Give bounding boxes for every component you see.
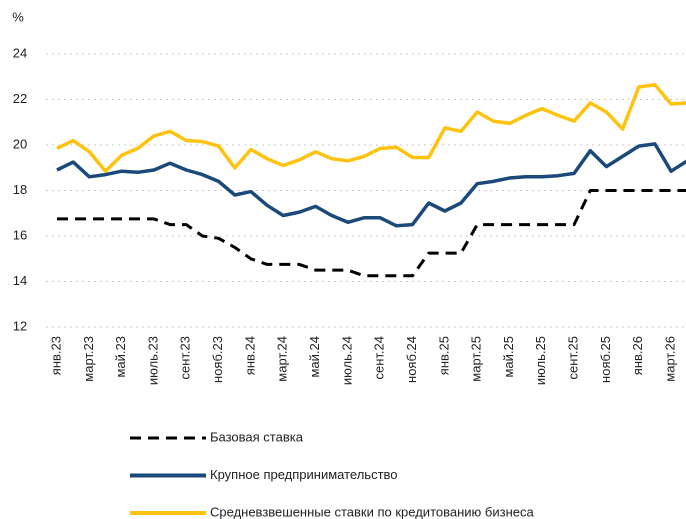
- y-tick-label: 20: [13, 136, 27, 151]
- x-tick-label: июль.25: [533, 336, 548, 385]
- x-tick-label: сент.24: [372, 336, 387, 380]
- x-tick-label: май.24: [307, 336, 322, 378]
- x-tick-label: нояб.25: [598, 336, 613, 383]
- x-tick-label: март.23: [81, 336, 96, 382]
- y-tick-label: 12: [13, 318, 27, 333]
- x-tick-label: март.24: [275, 336, 290, 382]
- legend-label: Крупное предпринимательство: [210, 467, 398, 482]
- x-tick-label: май.23: [113, 336, 128, 378]
- y-tick-label: 18: [13, 182, 27, 197]
- x-tick-label: сент.23: [178, 336, 193, 380]
- y-tick-label: 14: [13, 273, 27, 288]
- y-tick-label: 24: [13, 45, 27, 60]
- y-tick-label: 16: [13, 227, 27, 242]
- x-tick-label: март.25: [469, 336, 484, 382]
- x-tick-label: июль.23: [145, 336, 160, 385]
- series-line: [56, 142, 686, 228]
- legend-label: Средневзвешенные ставки по кредитованию …: [210, 504, 534, 519]
- x-tick-label: март.26: [663, 336, 678, 382]
- y-tick-label: 22: [13, 91, 27, 106]
- x-tick-label: май.25: [501, 336, 516, 378]
- x-tick-label: янв.23: [48, 336, 63, 375]
- x-tick-label: янв.24: [242, 336, 257, 375]
- series-line: [56, 82, 686, 173]
- series-line: [57, 189, 686, 278]
- legend-label: Базовая ставка: [210, 429, 304, 444]
- x-tick-label: янв.25: [436, 336, 451, 375]
- y-axis-label: %: [12, 9, 24, 24]
- x-tick-label: янв.26: [630, 336, 645, 375]
- x-tick-label: нояб.24: [404, 336, 419, 383]
- x-tick-label: сент.25: [566, 336, 581, 380]
- x-tick-label: июль.24: [339, 336, 354, 385]
- x-tick-label: нояб.23: [210, 336, 225, 383]
